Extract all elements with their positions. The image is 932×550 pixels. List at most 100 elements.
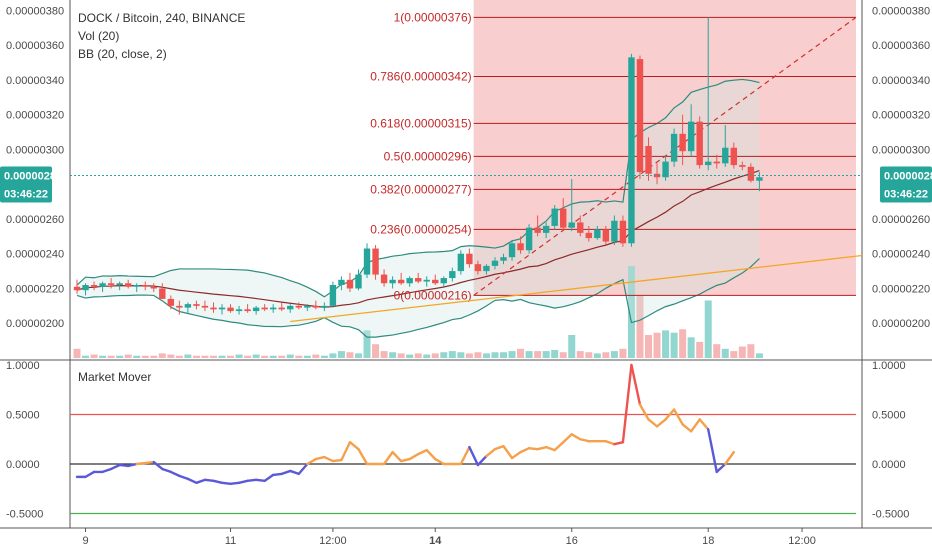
volume-bar <box>252 354 260 358</box>
candle-body <box>628 57 635 244</box>
candle-body <box>645 145 652 174</box>
mm-series-segment <box>655 418 667 428</box>
mm-series-segment <box>254 478 266 483</box>
mm-series-segment <box>323 455 335 463</box>
fib-label: 0.786(0.00000342) <box>370 69 471 83</box>
volume-bar <box>107 355 115 358</box>
fib-trend-diagonal <box>473 16 857 296</box>
volume-bar <box>627 266 635 358</box>
candle-body <box>142 285 149 287</box>
volume-bar <box>244 355 252 358</box>
candle-body <box>82 285 89 291</box>
candle-body <box>542 225 550 233</box>
price-tick-right: 0.00000320 <box>872 110 930 122</box>
candle-body <box>329 285 337 306</box>
candle-body <box>133 285 140 287</box>
volume-bar <box>192 355 200 358</box>
mm-tick-right: -0.5000 <box>872 509 909 521</box>
fib-label: 0(0.00000216) <box>394 288 472 302</box>
candle-body <box>287 305 294 310</box>
volume-bar <box>679 329 687 358</box>
fib-label: 0.5(0.00000296) <box>384 149 472 163</box>
trendline <box>290 254 863 323</box>
candle-body <box>551 208 558 226</box>
mm-series-segment <box>340 441 352 462</box>
time-tick: 14 <box>429 535 442 547</box>
volume-bar <box>508 351 516 358</box>
candle-body <box>312 305 320 308</box>
volume-bar <box>576 351 584 358</box>
price-tick-left: 0.00000260 <box>6 214 64 226</box>
mm-series-segment <box>144 460 155 465</box>
volume-bar <box>645 335 653 358</box>
market-mover-title: Market Mover <box>78 370 151 384</box>
time-tick: 16 <box>566 535 578 547</box>
mm-series-segment <box>348 441 360 451</box>
time-tick: 12:00 <box>319 535 347 547</box>
candle-body <box>747 166 755 181</box>
mm-series-segment <box>570 433 582 441</box>
volume-bar <box>150 355 158 358</box>
current-price-label: 0.00000285 <box>884 171 932 183</box>
volume-bar <box>312 354 320 358</box>
candle-body <box>176 305 183 308</box>
legend-volume: Vol (20) <box>78 29 119 43</box>
mm-series-segment <box>476 454 488 467</box>
volume-bar <box>286 354 294 358</box>
volume-bar <box>329 353 337 358</box>
price-tick-left: 0.00000340 <box>6 75 64 87</box>
candle-body <box>201 305 209 308</box>
mm-series-segment <box>425 448 437 461</box>
countdown-label: 03:46:22 <box>884 189 928 201</box>
candle-body <box>363 248 371 275</box>
mm-series-segment <box>630 363 642 406</box>
candle-body <box>380 274 388 284</box>
volume-bar <box>568 335 576 358</box>
volume-bar <box>517 348 525 358</box>
candle-body <box>338 279 345 286</box>
volume-bar <box>406 354 414 358</box>
mm-series-segment <box>161 467 173 474</box>
volume-bar <box>209 355 217 358</box>
mm-series-segment <box>698 418 710 431</box>
volume-bar <box>158 353 166 358</box>
volume-bar <box>354 353 362 358</box>
mm-series-segment <box>536 445 548 451</box>
volume-bar <box>602 352 610 358</box>
volume-bar <box>755 353 763 358</box>
fib-zone <box>473 0 856 296</box>
volume-bar <box>610 351 618 358</box>
volume-bar <box>337 351 345 358</box>
mm-series-segment <box>613 441 625 446</box>
volume-bar <box>201 355 209 358</box>
legend-symbol: DOCK / Bitcoin, 240, BINANCE <box>78 11 245 25</box>
mm-series-segment <box>280 469 292 476</box>
current-price-tag-left <box>0 166 52 203</box>
volume-bar <box>448 351 456 358</box>
volume-bar <box>303 355 311 358</box>
mm-series-segment <box>314 455 326 461</box>
candle-body <box>739 165 746 167</box>
time-tick: 18 <box>702 535 714 547</box>
candle-body <box>662 161 669 178</box>
candle-body <box>99 283 106 287</box>
volume-bar <box>414 353 422 358</box>
volume-bar <box>175 355 183 358</box>
volume-bar <box>653 332 661 358</box>
mm-series-segment <box>331 458 343 463</box>
price-tick-right: 0.00000200 <box>872 318 930 330</box>
mm-series-segment <box>468 445 480 467</box>
candle-body <box>235 309 243 312</box>
candle-body <box>73 286 81 291</box>
price-tick-right: 0.00000300 <box>872 144 930 156</box>
candle-body <box>124 283 132 287</box>
candle-body <box>406 278 413 284</box>
mm-series-segment <box>638 403 650 421</box>
price-tick-right: 0.00000220 <box>872 283 930 295</box>
mm-series-segment <box>263 473 275 483</box>
candle-body <box>577 222 584 233</box>
mm-tick-left: 0.0000 <box>6 459 40 471</box>
mm-series-segment <box>647 418 659 428</box>
volume-bar <box>423 354 431 358</box>
mm-series-segment <box>126 462 138 468</box>
